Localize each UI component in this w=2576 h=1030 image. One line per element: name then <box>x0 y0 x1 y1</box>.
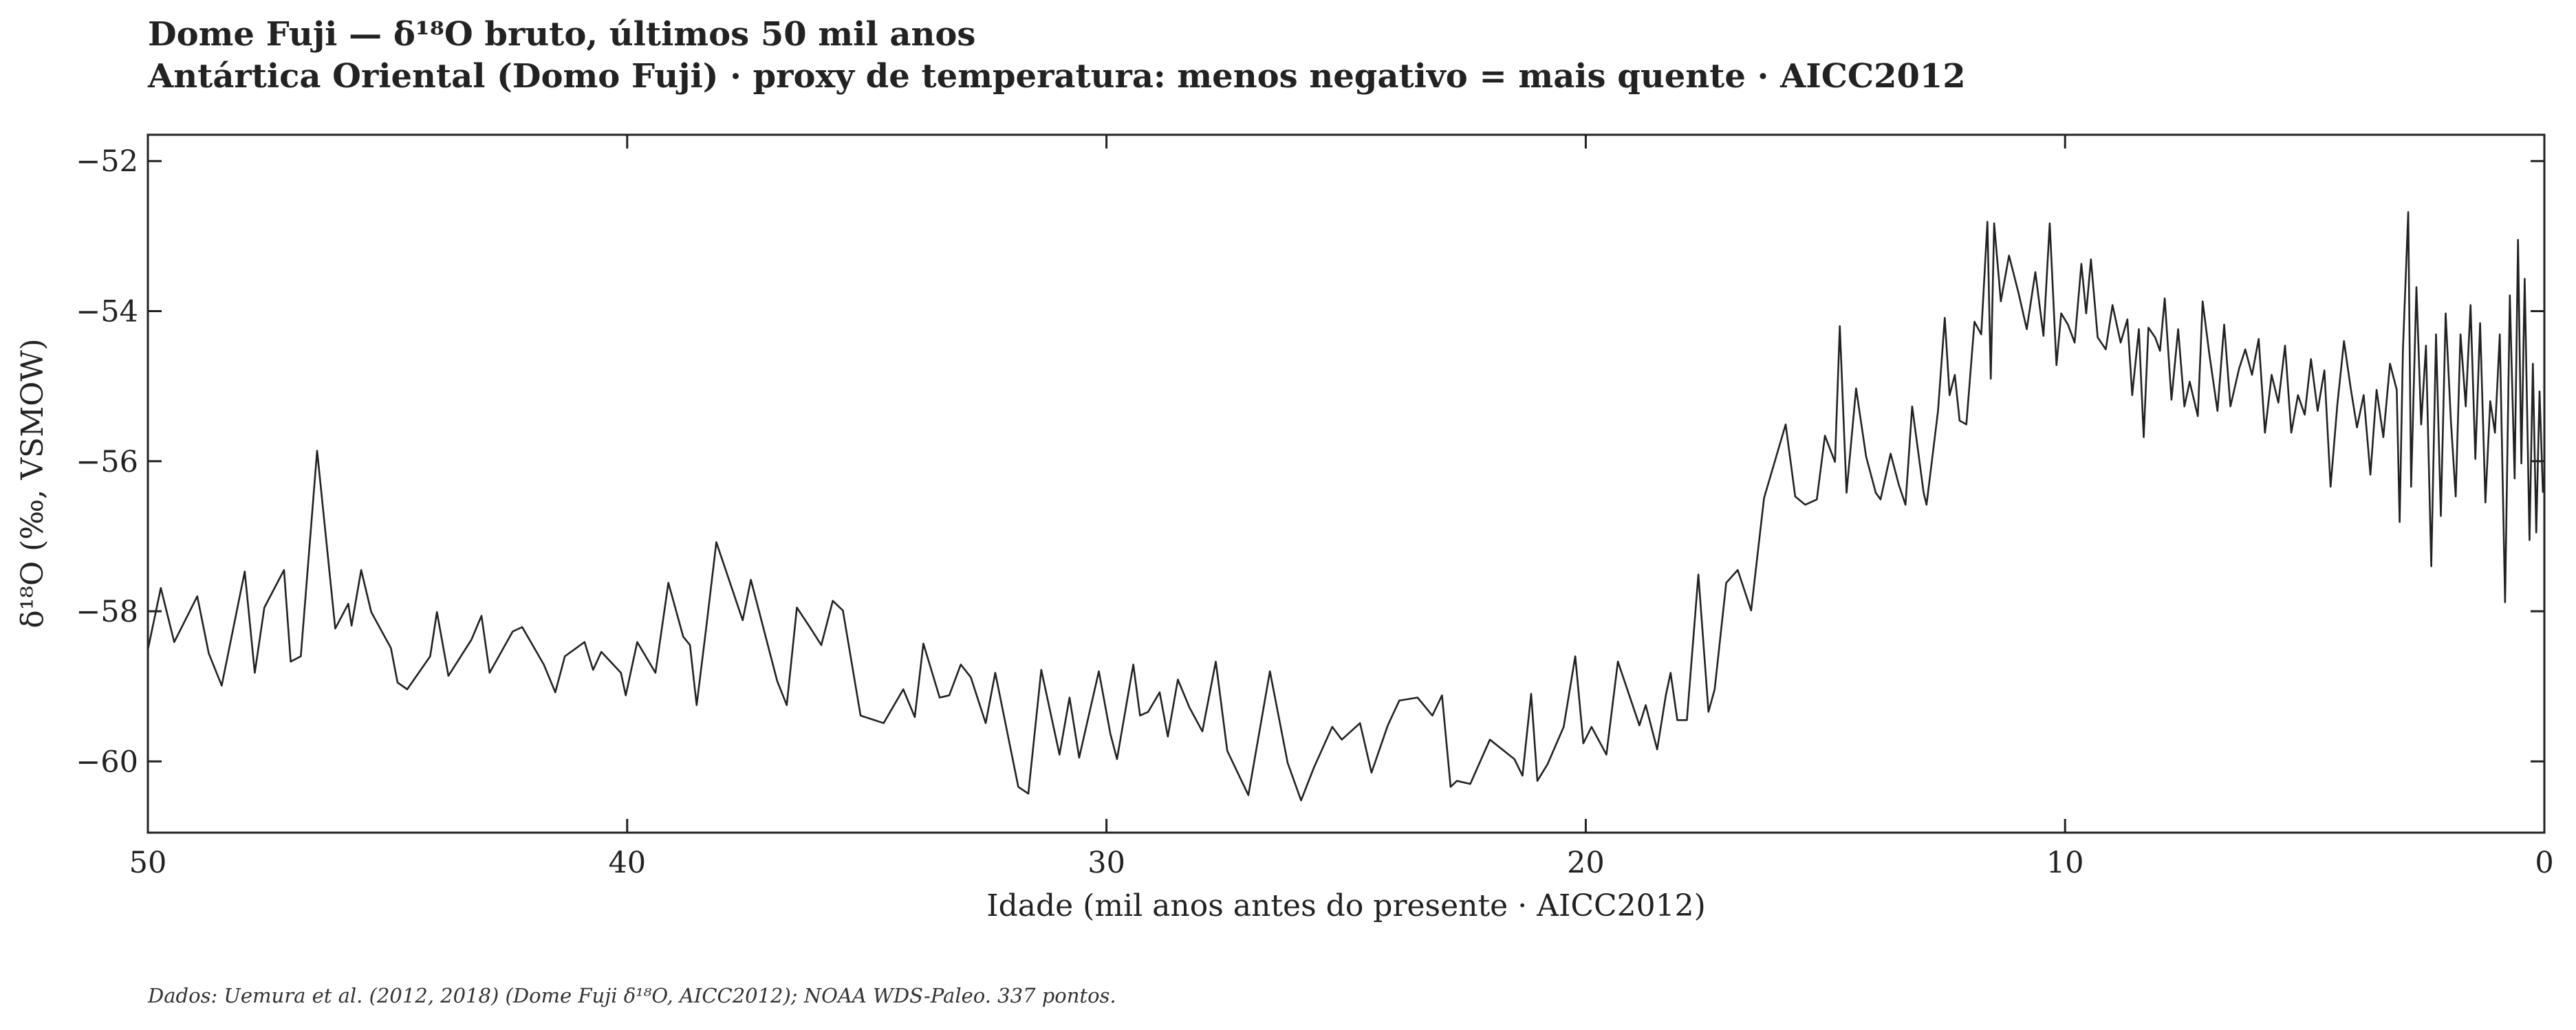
x-tick-label: 40 <box>608 846 646 880</box>
data-line <box>147 211 2544 802</box>
chart-title: Dome Fuji — δ¹⁸O bruto, últimos 50 mil a… <box>148 15 975 54</box>
y-tick-label: −56 <box>76 445 138 479</box>
x-tick-label: 20 <box>1567 846 1605 880</box>
y-tick-label: −54 <box>76 294 138 329</box>
y-tick-label: −52 <box>76 144 138 179</box>
y-tick-label: −60 <box>76 745 138 779</box>
plot-frame <box>147 133 2546 834</box>
chart-subtitle: Antártica Oriental (Domo Fuji) · proxy d… <box>147 57 1966 96</box>
y-axis-label: δ¹⁸O (‰, VSMOW) <box>15 338 50 628</box>
x-tick-label: 10 <box>2046 846 2084 880</box>
footnote: Dados: Uemura et al. (2012, 2018) (Dome … <box>147 984 1116 1007</box>
x-axis-label: Idade (mil anos antes do presente · AICC… <box>986 888 1706 923</box>
x-tick-label: 30 <box>1087 846 1125 880</box>
x-tick-label: 50 <box>129 846 167 880</box>
x-tick-label: 0 <box>2535 846 2553 880</box>
y-tick-label: −58 <box>76 595 138 629</box>
